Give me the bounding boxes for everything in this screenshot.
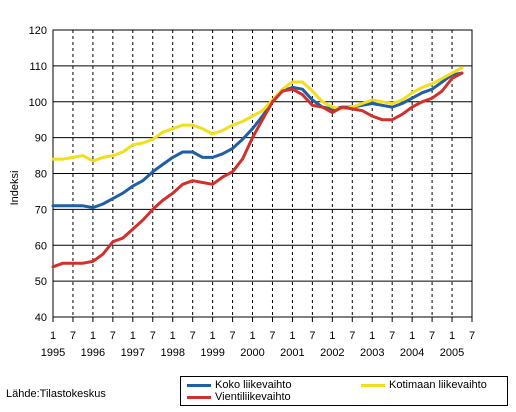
x-year-label: 2004 [400,347,424,359]
x-month-tick-label: 1 [249,330,255,342]
x-month-tick-label: 1 [210,330,216,342]
x-month-tick-label: 7 [190,330,196,342]
x-year-label: 2005 [440,347,464,359]
series-line-2 [51,71,464,269]
legend-item-kotimaan: Kotimaan liikevaihto [361,379,487,391]
series-line-0 [51,71,464,210]
x-year-label: 2003 [360,347,384,359]
x-month-tick-label: 7 [269,330,275,342]
x-month-tick-label: 1 [409,330,415,342]
grid-lines [53,29,473,318]
x-year-label: 2001 [280,347,304,359]
legend-item-koko: Koko liikevaihto [187,379,291,391]
x-month-tick-label: 1 [50,330,56,342]
x-month-tick-label: 7 [389,330,395,342]
legend-label-vienti: Vientiliikevaihto [215,391,291,403]
x-year-label: 2000 [240,347,264,359]
y-axis-label: Indeksi [9,171,21,206]
y-tick-label: 110 [29,61,47,73]
y-tick-label: 40 [35,312,47,324]
y-tick-label: 50 [35,276,47,288]
source-note: Lähde:Tilastokeskus [6,388,106,400]
y-tick-label: 90 [35,133,47,145]
x-year-label: 1999 [200,347,224,359]
x-month-tick-label: 7 [429,330,435,342]
x-year-label: 1995 [41,347,65,359]
x-month-tick-label: 7 [150,330,156,342]
x-year-label: 1998 [160,347,184,359]
y-tick-label: 100 [29,97,47,109]
x-month-tick-label: 1 [449,330,455,342]
x-month-tick-label: 7 [309,330,315,342]
x-year-label: 1997 [121,347,145,359]
x-year-label: 1996 [81,347,105,359]
legend-swatch-vienti [187,395,211,399]
y-tick-label: 80 [35,169,47,181]
x-month-tick-label: 7 [469,330,475,342]
series-line-1 [51,66,464,163]
x-month-tick-label: 7 [230,330,236,342]
legend: Koko liikevaihto Kotimaan liikevaihto Vi… [180,376,508,406]
x-month-tick-label: 1 [289,330,295,342]
x-month-tick-label: 1 [329,330,335,342]
x-month-tick-label: 7 [70,330,76,342]
plot-border [52,29,473,318]
x-month-tick-label: 1 [369,330,375,342]
x-year-label: 2002 [320,347,344,359]
x-month-tick-label: 1 [170,330,176,342]
legend-label-kotimaan: Kotimaan liikevaihto [389,379,487,391]
x-month-tick-label: 1 [130,330,136,342]
y-tick-label: 60 [35,240,47,252]
x-month-tick-label: 7 [349,330,355,342]
legend-swatch-kotimaan [361,383,385,387]
x-month-tick-label: 1 [90,330,96,342]
y-tick-label: 70 [35,204,47,216]
series-lines [51,66,464,269]
legend-item-vienti: Vientiliikevaihto [187,391,291,403]
x-month-tick-label: 7 [110,330,116,342]
legend-swatch-koko [187,383,211,387]
legend-label-koko: Koko liikevaihto [215,379,292,391]
y-tick-label: 120 [29,25,47,37]
